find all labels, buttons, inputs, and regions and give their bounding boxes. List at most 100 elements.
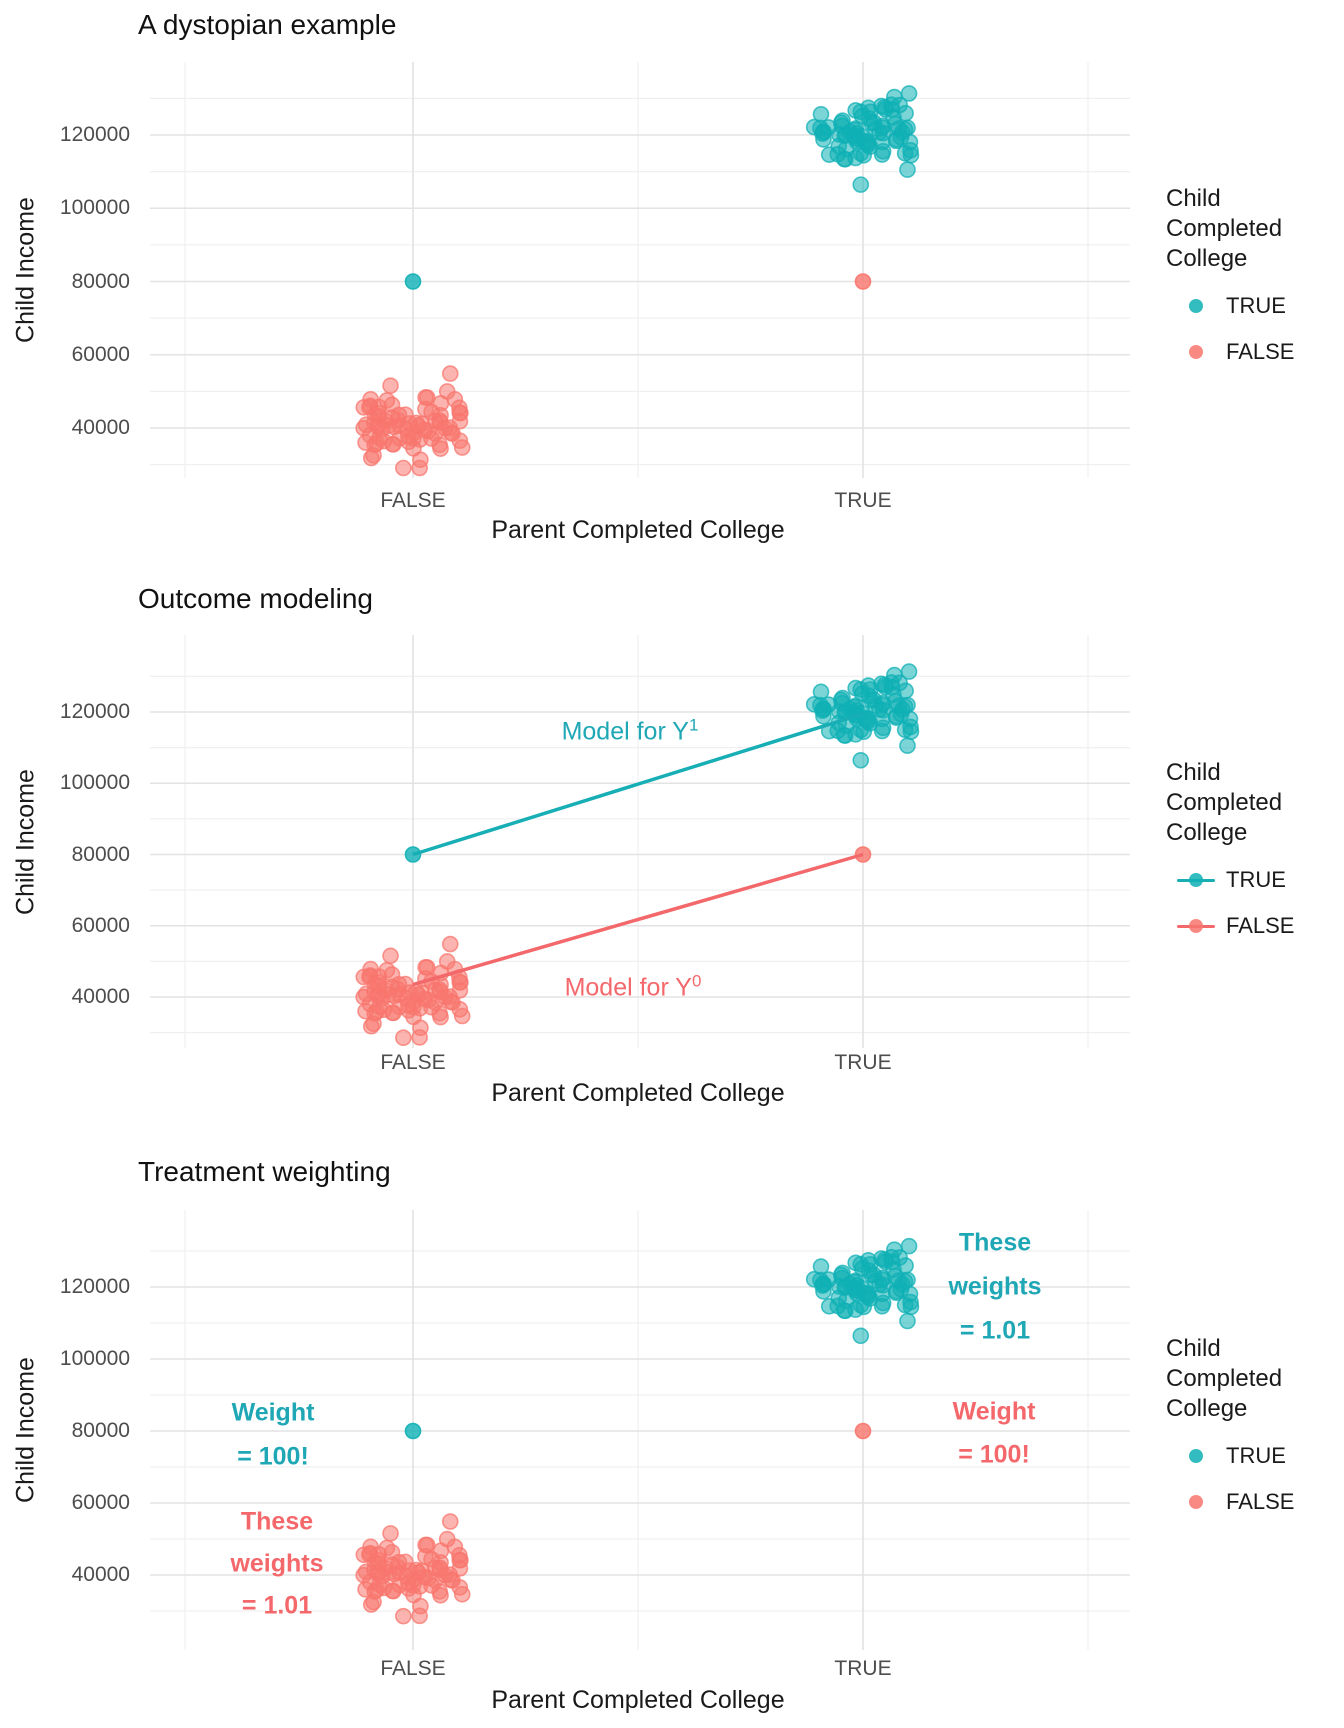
weight-annotation-line: Weight bbox=[952, 1397, 1036, 1426]
scatter-point bbox=[369, 974, 387, 991]
x-tick-label: FALSE bbox=[380, 1051, 446, 1074]
legend-dot-false-icon bbox=[1189, 919, 1203, 933]
scatter-point bbox=[874, 142, 892, 160]
outlier-point bbox=[854, 273, 872, 290]
scatter-point bbox=[453, 1585, 471, 1603]
scatter-point bbox=[355, 1546, 373, 1564]
y-tick-label: 60000 bbox=[71, 913, 130, 937]
scatter-point bbox=[365, 447, 382, 464]
scatter-point bbox=[852, 1327, 870, 1345]
model-line bbox=[412, 712, 864, 857]
y-axis-title-2: Child Income bbox=[11, 769, 40, 915]
scatter-point bbox=[902, 718, 919, 736]
scatter-point bbox=[852, 176, 870, 193]
scatter-point bbox=[441, 365, 459, 382]
scatter-point bbox=[899, 161, 916, 178]
scatter-point bbox=[405, 440, 422, 457]
scatter-point bbox=[423, 1550, 440, 1568]
y-tick-label: 80000 bbox=[71, 842, 130, 866]
scatter-point bbox=[389, 1559, 407, 1576]
scatter-point bbox=[871, 124, 888, 141]
scatter-point bbox=[382, 947, 399, 965]
scatter-point bbox=[451, 399, 468, 417]
legend-item-true: TRUE bbox=[1166, 865, 1344, 895]
panel-title-weighting: Treatment weighting bbox=[138, 1156, 391, 1187]
scatter-point bbox=[835, 727, 853, 744]
y-tick-label: 60000 bbox=[71, 342, 130, 366]
scatter-point bbox=[405, 1586, 422, 1604]
outlier-point bbox=[404, 1422, 422, 1440]
scatter-point bbox=[423, 403, 440, 421]
scatter-point bbox=[453, 1007, 471, 1025]
scatter-point bbox=[405, 1008, 422, 1026]
scatter-point bbox=[371, 429, 388, 447]
scatter-point bbox=[899, 737, 916, 754]
scatter-point bbox=[451, 1546, 468, 1564]
legend-item-false: FALSE bbox=[1166, 1487, 1344, 1517]
legend-panel-2: Child Completed College TRUE FALSE bbox=[1166, 758, 1344, 941]
weight-annotation-line: weights bbox=[948, 1272, 1042, 1301]
scatter-point bbox=[902, 142, 919, 159]
y-axis-title-1: Child Income bbox=[11, 197, 40, 343]
y-tick-label: 80000 bbox=[71, 1419, 130, 1442]
x-tick-label: FALSE bbox=[380, 1657, 446, 1680]
scatter-point bbox=[444, 425, 461, 442]
scatter-point bbox=[395, 459, 412, 477]
scatter-point bbox=[853, 107, 871, 125]
y-tick-label: 120000 bbox=[59, 1275, 130, 1298]
legend-dot-false-icon bbox=[1189, 345, 1203, 359]
model-line-label: Model for Y0 bbox=[564, 971, 702, 1002]
scatter-point bbox=[859, 134, 877, 152]
scatter-point bbox=[891, 96, 908, 114]
outlier-point bbox=[854, 1422, 872, 1440]
legend-dot-false-icon bbox=[1189, 1495, 1203, 1509]
scatter-point bbox=[371, 1576, 388, 1594]
scatter-point bbox=[407, 414, 425, 432]
scatter-point bbox=[444, 1572, 461, 1589]
scatter-point bbox=[899, 696, 916, 714]
weight-annotation-line: Weight bbox=[231, 1398, 315, 1427]
scatter-point bbox=[835, 150, 853, 168]
y-tick-label: 100000 bbox=[59, 771, 130, 795]
scatter-point bbox=[820, 1271, 837, 1288]
x-axis-title-3: Parent Completed College bbox=[491, 1686, 785, 1714]
x-tick-label: FALSE bbox=[380, 489, 446, 512]
scatter-point bbox=[891, 674, 908, 692]
weight-annotation-line: = 1.01 bbox=[959, 1316, 1031, 1345]
weight-annotation-line: These bbox=[240, 1507, 314, 1536]
scatter-point bbox=[874, 719, 892, 737]
scatter-point bbox=[369, 1552, 387, 1569]
weight-annotation-line: These bbox=[958, 1228, 1032, 1257]
legend-title: Child Completed College bbox=[1166, 759, 1283, 846]
outlier-point bbox=[404, 273, 422, 290]
scatter-point bbox=[407, 1561, 425, 1579]
scatter-point bbox=[441, 1513, 459, 1530]
y-tick-label: 40000 bbox=[71, 985, 130, 1008]
scatter-point bbox=[407, 983, 425, 1001]
scatter-point bbox=[820, 146, 838, 163]
y-tick-label: 100000 bbox=[59, 196, 130, 220]
scatter-point bbox=[432, 440, 449, 457]
x-axis-title-1: Parent Completed College bbox=[491, 516, 785, 544]
legend-title: Child Completed College bbox=[1166, 185, 1283, 272]
x-tick-label: TRUE bbox=[834, 1657, 892, 1680]
model-line bbox=[412, 852, 864, 987]
scatter-point bbox=[820, 119, 837, 136]
scatter-point bbox=[432, 1587, 449, 1604]
y-tick-label: 80000 bbox=[71, 269, 130, 293]
x-axis-title-2: Parent Completed College bbox=[491, 1079, 785, 1107]
y-tick-label: 120000 bbox=[59, 700, 130, 723]
scatter-point bbox=[874, 1294, 892, 1312]
scatter-point bbox=[871, 701, 888, 718]
y-tick-label: 100000 bbox=[59, 1347, 130, 1370]
scatter-point bbox=[389, 981, 407, 998]
legend-item-true: TRUE bbox=[1166, 291, 1344, 321]
scatter-point bbox=[432, 1008, 449, 1026]
scatter-point bbox=[899, 1271, 916, 1289]
weight-annotation-line: = 100! bbox=[237, 1442, 309, 1471]
scatter-point bbox=[859, 1286, 877, 1304]
legend-dot-true-icon bbox=[1189, 873, 1203, 887]
scatter-point bbox=[820, 1298, 838, 1315]
legend-title: Child Completed College bbox=[1166, 1335, 1283, 1422]
